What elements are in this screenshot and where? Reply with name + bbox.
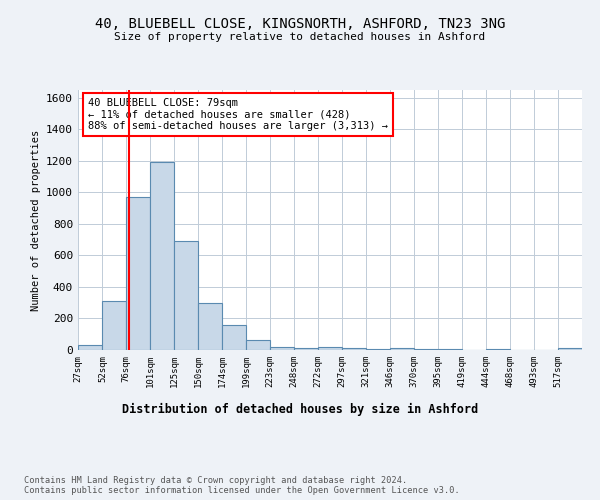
Bar bbox=[486, 349, 509, 350]
Text: 40 BLUEBELL CLOSE: 79sqm
← 11% of detached houses are smaller (428)
88% of semi-: 40 BLUEBELL CLOSE: 79sqm ← 11% of detach… bbox=[88, 98, 388, 131]
Bar bbox=[413, 349, 438, 350]
Bar bbox=[199, 302, 222, 350]
Bar bbox=[318, 347, 342, 350]
Text: Size of property relative to detached houses in Ashford: Size of property relative to detached ho… bbox=[115, 32, 485, 42]
Bar bbox=[247, 340, 270, 350]
Text: 40, BLUEBELL CLOSE, KINGSNORTH, ASHFORD, TN23 3NG: 40, BLUEBELL CLOSE, KINGSNORTH, ASHFORD,… bbox=[95, 18, 505, 32]
Bar bbox=[103, 301, 126, 350]
Bar bbox=[342, 348, 366, 350]
Bar bbox=[294, 348, 318, 350]
Y-axis label: Number of detached properties: Number of detached properties bbox=[31, 130, 41, 310]
Bar bbox=[174, 242, 199, 350]
Text: Distribution of detached houses by size in Ashford: Distribution of detached houses by size … bbox=[122, 402, 478, 415]
Bar bbox=[390, 348, 413, 350]
Bar bbox=[438, 349, 461, 350]
Bar bbox=[151, 162, 174, 350]
Bar bbox=[222, 325, 247, 350]
Text: Contains HM Land Registry data © Crown copyright and database right 2024.
Contai: Contains HM Land Registry data © Crown c… bbox=[24, 476, 460, 495]
Bar bbox=[270, 347, 294, 350]
Bar bbox=[78, 346, 103, 350]
Bar bbox=[126, 197, 151, 350]
Bar bbox=[557, 348, 582, 350]
Bar bbox=[366, 349, 390, 350]
